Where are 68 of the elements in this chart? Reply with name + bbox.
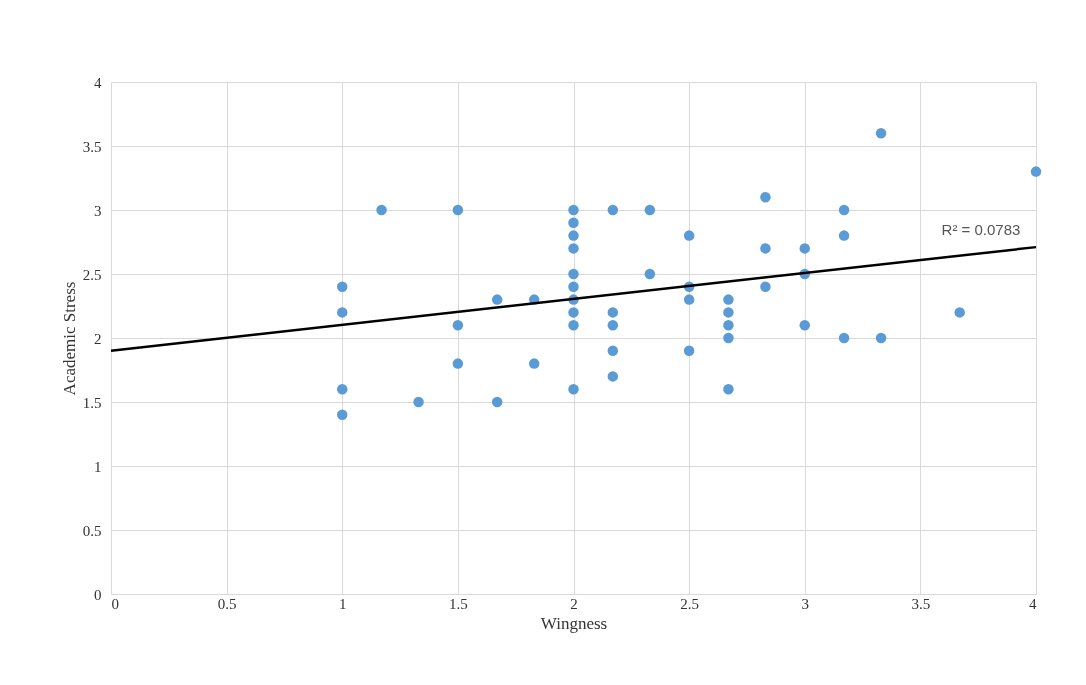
point xyxy=(683,345,695,357)
point xyxy=(413,396,424,408)
y-tick-label: 3.5 xyxy=(82,138,102,155)
point xyxy=(568,319,579,331)
point xyxy=(568,217,579,229)
point xyxy=(528,358,540,369)
point xyxy=(607,307,619,318)
point xyxy=(452,204,464,216)
point xyxy=(337,307,348,318)
point xyxy=(838,332,850,344)
y-tick-label: 4 xyxy=(94,74,102,91)
point xyxy=(568,268,579,280)
annotation: R² = 0.0783 xyxy=(941,221,1021,238)
x-axis-title: Wingness xyxy=(540,613,608,633)
x-tick-label: 3 xyxy=(801,595,809,612)
point xyxy=(760,281,771,293)
point xyxy=(838,204,850,216)
x-tick-label: 1 xyxy=(339,595,347,612)
point xyxy=(568,204,579,216)
point xyxy=(760,243,771,254)
y-tick-label: 2 xyxy=(94,330,102,347)
y-tick-label: 0.5 xyxy=(82,522,102,539)
y-tick-label: 3 xyxy=(94,202,102,219)
point xyxy=(954,307,965,318)
point xyxy=(683,230,695,241)
point xyxy=(683,294,695,305)
point xyxy=(337,409,348,421)
point xyxy=(723,319,734,331)
x-tick-label: 2.5 xyxy=(680,595,699,612)
point xyxy=(568,383,579,395)
x-tick-label: 1.5 xyxy=(449,595,468,612)
x-tick-label: 0 xyxy=(111,595,119,612)
point xyxy=(838,230,850,241)
point xyxy=(607,371,619,382)
point xyxy=(799,319,810,331)
point xyxy=(607,319,619,331)
x-tick-label: 0.5 xyxy=(217,595,237,612)
point xyxy=(568,243,579,254)
point xyxy=(452,319,464,331)
point xyxy=(568,307,579,318)
y-tick-label: 2.5 xyxy=(82,266,102,283)
x-tick-label: 3.5 xyxy=(911,595,931,612)
point xyxy=(723,307,734,318)
point xyxy=(875,127,887,139)
point xyxy=(337,281,348,293)
point xyxy=(376,204,387,216)
point xyxy=(607,345,619,357)
point xyxy=(568,230,579,241)
y-tick-label: 1.5 xyxy=(82,394,102,411)
x-tick-label: 4 xyxy=(1029,595,1037,612)
point xyxy=(491,396,503,408)
point xyxy=(568,281,579,293)
point xyxy=(452,358,464,369)
point xyxy=(723,383,734,395)
y-axis-title: Academic Stress xyxy=(59,281,79,396)
point xyxy=(1030,166,1042,177)
x-tick-label: 2 xyxy=(570,595,578,612)
point xyxy=(723,294,734,305)
point xyxy=(875,332,887,344)
point xyxy=(337,383,348,395)
point xyxy=(491,294,503,305)
point xyxy=(723,332,734,344)
point xyxy=(644,268,656,280)
point xyxy=(607,204,619,216)
point xyxy=(760,191,771,203)
point xyxy=(644,204,656,216)
point xyxy=(799,243,810,254)
y-tick-label: 1 xyxy=(94,458,102,475)
